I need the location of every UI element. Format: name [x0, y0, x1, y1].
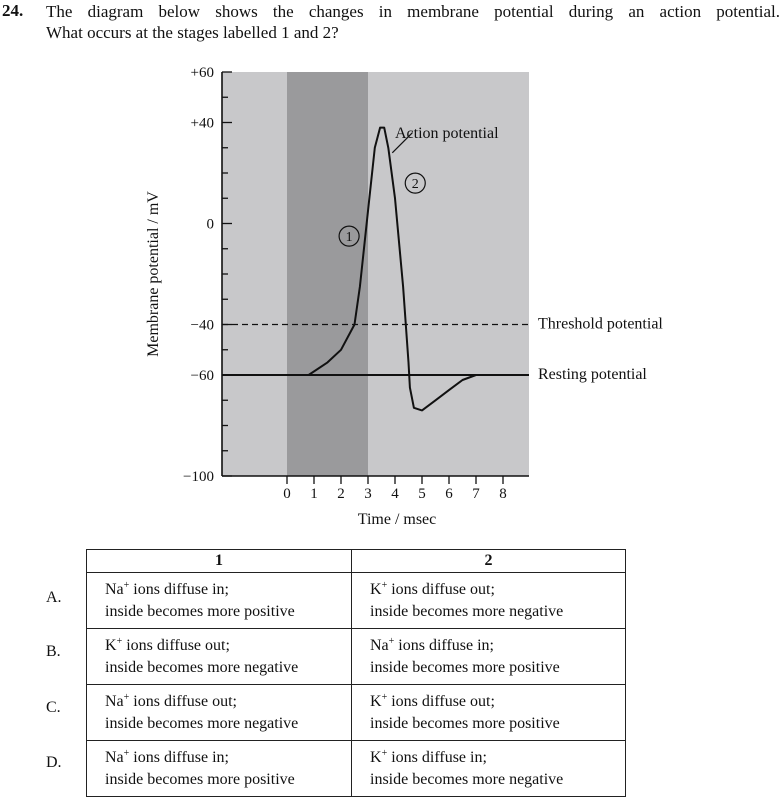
action-potential-chart: +60 +40 0 −40 −60 −100 0 1 2 3 4 5 6 7 8 Time / msec Mem…	[145, 65, 663, 528]
resting-label: Resting potential	[538, 366, 647, 383]
action-potential-curve	[287, 126, 503, 412]
x-tick-label: 0	[283, 486, 291, 502]
cell-a-stage-2: K+ ions diffuse out; inside becomes more …	[351, 572, 626, 629]
action-potential-label: Action potential	[395, 125, 499, 142]
x-tick-label: 3	[364, 486, 372, 502]
question-line-2: What occurs at the stages labelled 1 and…	[46, 23, 339, 42]
cell-b-stage-1: K+ ions diffuse out; inside becomes more …	[86, 628, 352, 685]
table-row-c[interactable]: Na+ ions diffuse out; inside becomes more…	[86, 684, 626, 741]
y-tick-label: +40	[191, 116, 214, 132]
answer-table: 1 2 Na+ ions diffuse in; inside becomes m…	[86, 549, 626, 797]
shaded-band	[287, 72, 368, 476]
stage-marker-label: 1	[346, 230, 353, 245]
cell-d-stage-2: K+ ions diffuse in; inside becomes more n…	[351, 740, 626, 797]
question-line-1: The diagram below shows the changes in m…	[46, 2, 780, 21]
y-tick-label: 0	[207, 217, 215, 233]
threshold-label: Threshold potential	[538, 316, 663, 333]
stage-marker-circle	[338, 225, 360, 247]
x-tick-label: 4	[391, 486, 399, 502]
cell-c-stage-2: K+ ions diffuse out; inside becomes more …	[351, 684, 626, 741]
table-header-row: 1 2	[86, 549, 626, 573]
x-tick-label: 8	[499, 486, 507, 502]
cell-b-stage-2: Na+ ions diffuse in; inside becomes more …	[351, 628, 626, 685]
y-tick-label: −100	[183, 469, 214, 485]
table-header-stage-2: 2	[351, 549, 626, 573]
y-tick-label: +60	[191, 65, 214, 81]
x-tick-label: 1	[310, 486, 318, 502]
stage-marker-circle	[404, 172, 426, 194]
x-tick-label: 6	[445, 486, 453, 502]
option-a-letter[interactable]: A.	[46, 589, 62, 606]
question-text: The diagram below shows the changes in m…	[46, 1, 780, 43]
option-d-letter[interactable]: D.	[46, 754, 62, 771]
question-number: 24.	[2, 1, 24, 20]
table-row-a[interactable]: Na+ ions diffuse in; inside becomes more …	[86, 572, 626, 629]
table-row-b[interactable]: K+ ions diffuse out; inside becomes more …	[86, 628, 626, 685]
cell-d-stage-1: Na+ ions diffuse in; inside becomes more …	[86, 740, 352, 797]
option-b-letter[interactable]: B.	[46, 643, 61, 660]
callout-leader-line	[391, 132, 413, 154]
table-row-d[interactable]: Na+ ions diffuse in; inside becomes more …	[86, 740, 626, 797]
x-tick-label: 2	[337, 486, 345, 502]
option-c-letter[interactable]: C.	[46, 699, 61, 716]
plot-background	[222, 72, 529, 476]
cell-c-stage-1: Na+ ions diffuse out; inside becomes more…	[86, 684, 352, 741]
cell-a-stage-1: Na+ ions diffuse in; inside becomes more …	[86, 572, 352, 629]
chart-layer: +60 +40 0 −40 −60 −100 0 1 2 3 4 5 6 7 8 Time / msec Mem…	[145, 65, 663, 528]
y-axis-label: Membrane potential / mV	[145, 191, 162, 357]
stage-marker-label: 2	[412, 177, 419, 192]
x-tick-label: 7	[472, 486, 480, 502]
y-tick-label: −40	[191, 318, 214, 334]
x-axis-label: Time / msec	[358, 511, 437, 528]
y-tick-label: −60	[191, 368, 214, 384]
table-header-stage-1: 1	[86, 549, 352, 573]
x-tick-label: 5	[418, 486, 426, 502]
